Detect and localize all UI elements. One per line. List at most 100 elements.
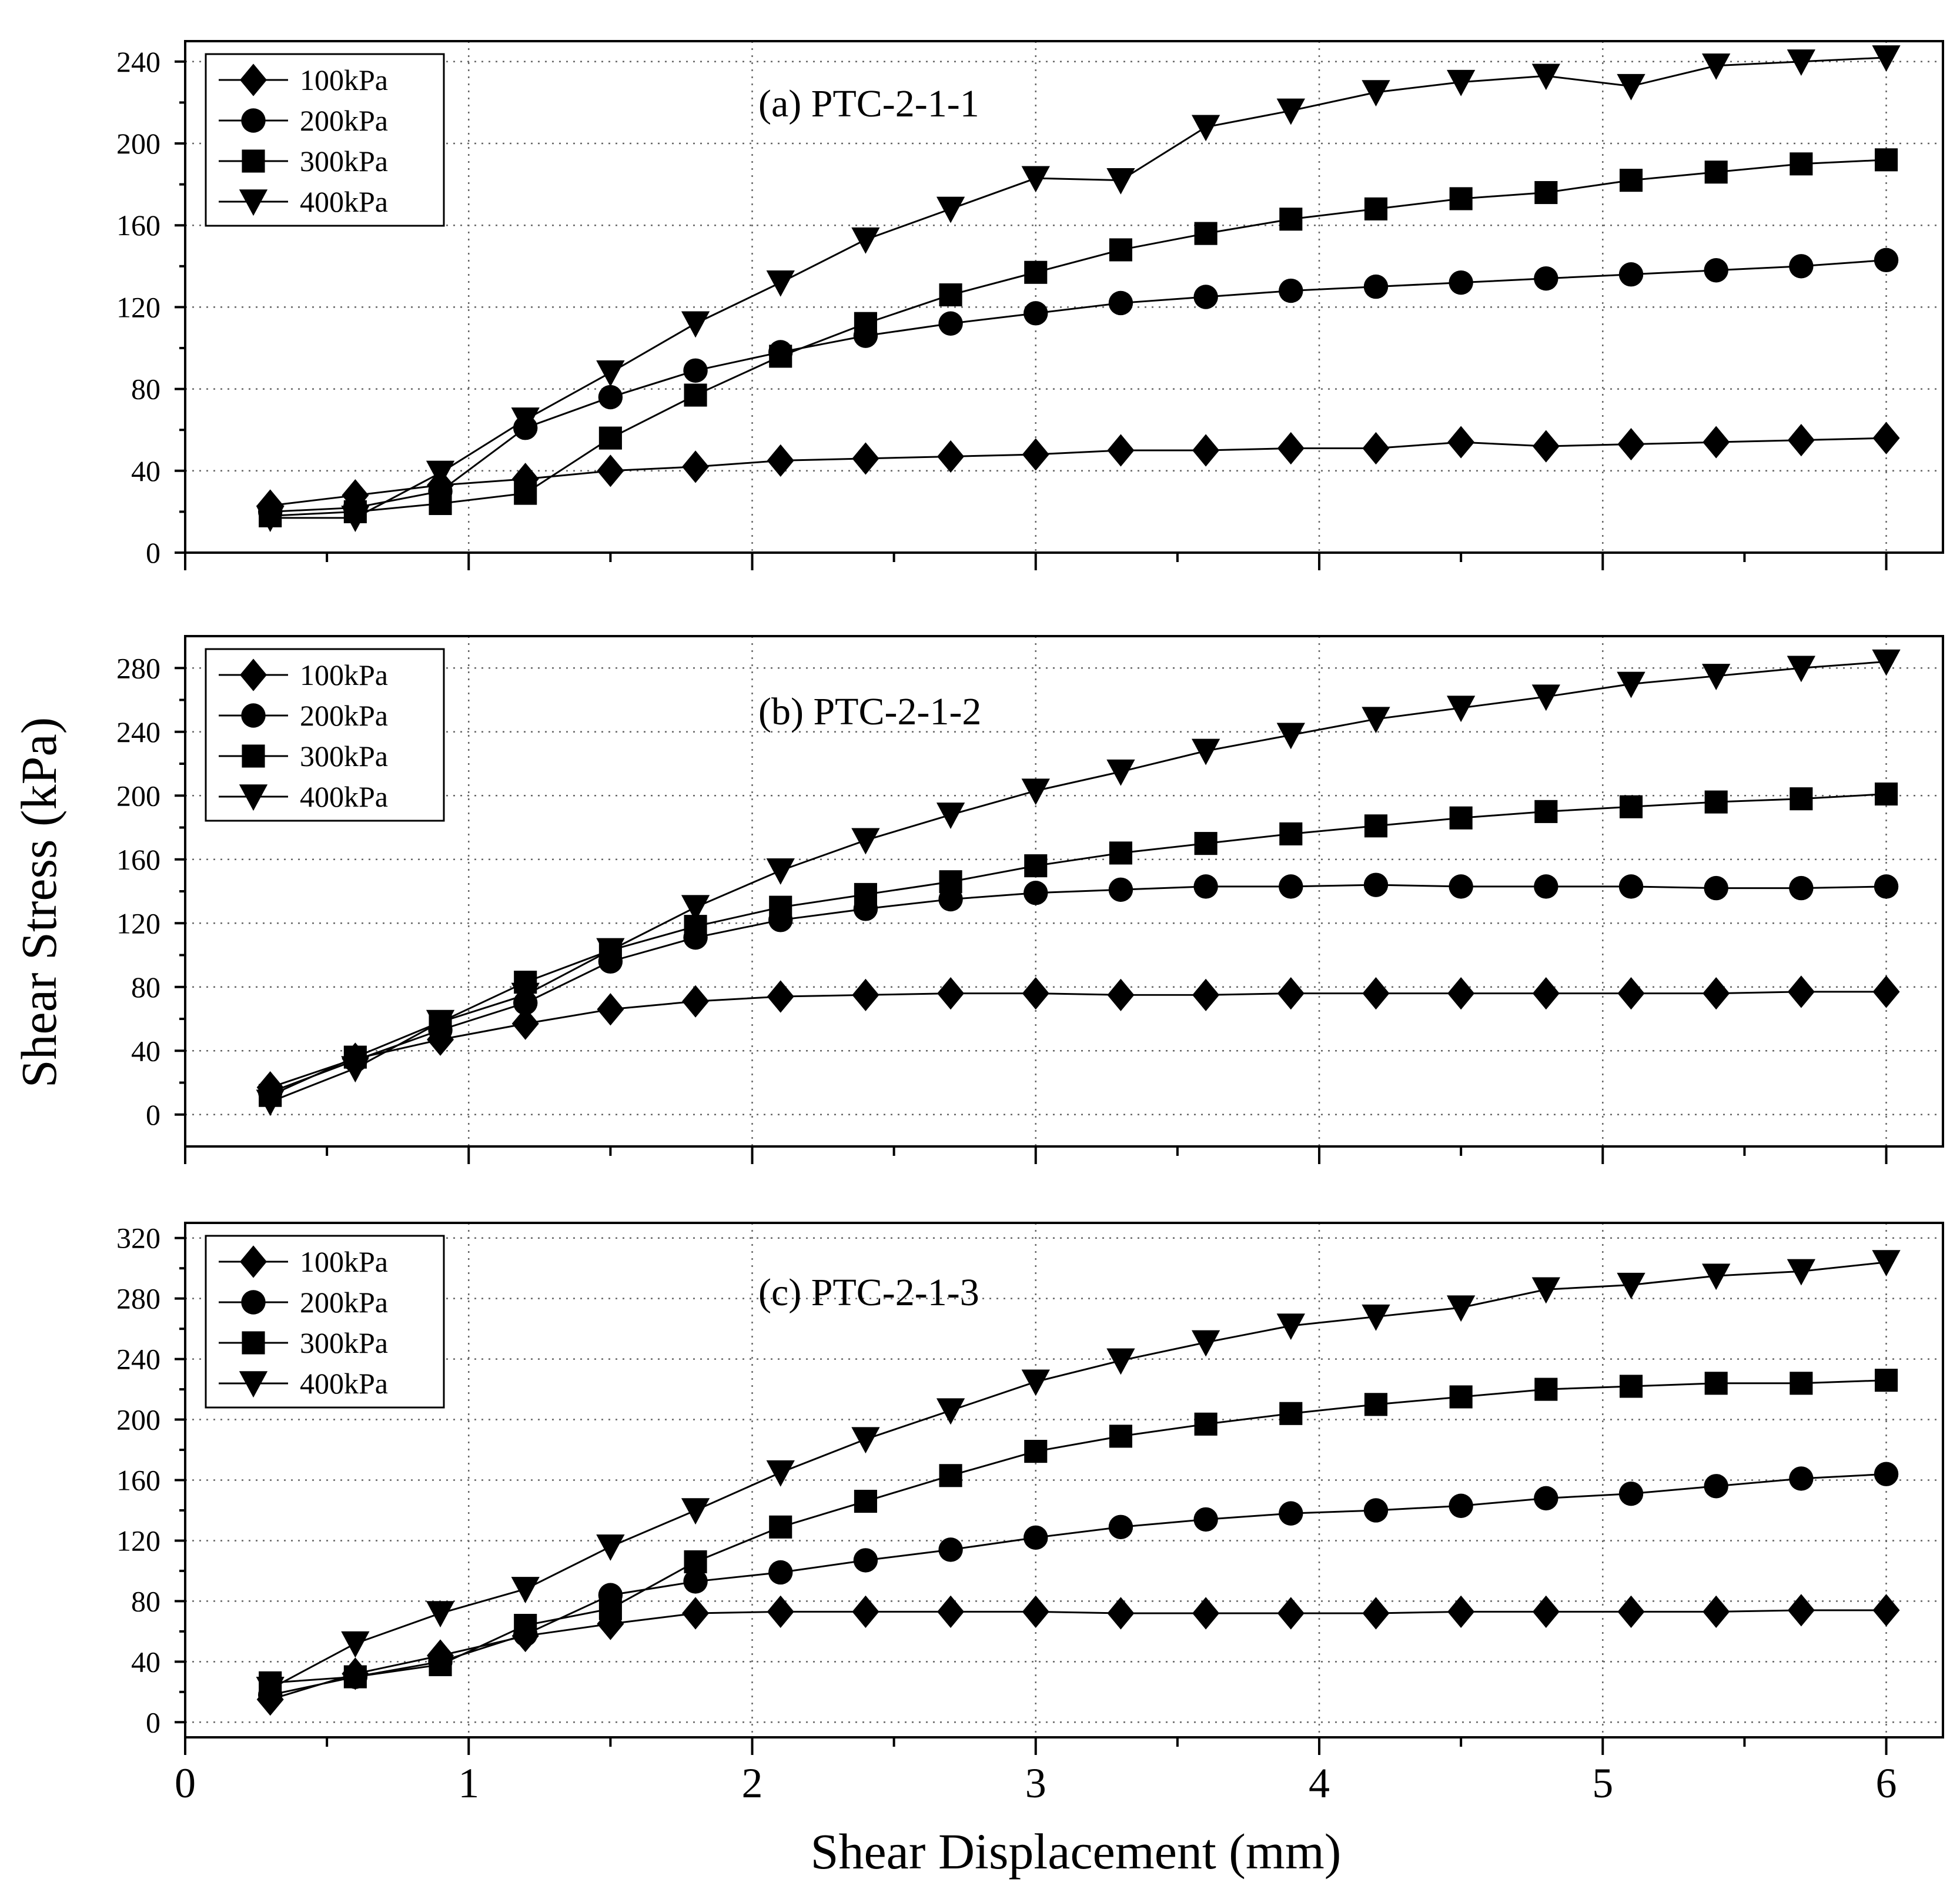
data-point-triangle-down <box>1447 69 1476 96</box>
panel-title: (c) PTC-2-1-3 <box>758 1271 979 1314</box>
data-point-square <box>1364 1393 1388 1416</box>
data-point-diamond <box>1362 432 1390 465</box>
series-300kPa <box>259 148 1898 527</box>
data-point-circle <box>1363 1498 1389 1523</box>
data-point-triangle-down <box>1362 80 1390 107</box>
data-point-triangle-down <box>1872 649 1901 676</box>
data-point-circle <box>768 1560 793 1585</box>
data-point-square <box>769 1515 792 1539</box>
data-point-square <box>854 312 877 335</box>
data-point-square <box>1279 1402 1303 1425</box>
legend-label: 400kPa <box>300 780 388 813</box>
series-100kPa <box>256 975 1900 1104</box>
data-point-triangle-down <box>1531 1277 1560 1304</box>
data-point-diamond <box>1703 1595 1730 1628</box>
x-axis-title: Shear Displacement (mm) <box>811 1823 1342 1880</box>
data-point-diamond <box>1192 978 1220 1011</box>
series-400kPa <box>256 649 1901 1116</box>
legend-marker-diamond <box>240 1245 267 1278</box>
data-point-diamond <box>1532 430 1560 463</box>
gridlines <box>185 41 1943 554</box>
data-point-square <box>1449 1385 1473 1409</box>
data-point-square <box>1790 1372 1813 1395</box>
data-point-square <box>1874 1369 1898 1392</box>
data-point-square <box>769 345 792 368</box>
data-point-circle <box>1193 285 1218 309</box>
data-point-triangle-down <box>681 1498 710 1525</box>
data-point-triangle-down <box>1447 696 1476 723</box>
y-tick-label: 0 <box>146 1706 160 1738</box>
y-tick-label: 200 <box>116 779 160 812</box>
data-point-triangle-down <box>936 803 965 829</box>
data-point-diamond <box>937 1595 965 1628</box>
data-point-square <box>514 1614 537 1637</box>
y-tick-label: 120 <box>116 907 160 940</box>
y-tick-label: 200 <box>116 1403 160 1436</box>
data-point-square <box>1279 208 1303 231</box>
data-point-triangle-down <box>1617 1272 1645 1299</box>
data-point-triangle-down <box>1362 1304 1390 1331</box>
data-point-diamond <box>1362 977 1390 1010</box>
data-point-square <box>1024 1440 1048 1463</box>
data-point-triangle-down <box>1531 63 1560 91</box>
gridlines <box>185 1223 1943 1737</box>
data-point-triangle-down <box>1191 115 1220 142</box>
data-point-circle <box>1534 1486 1558 1511</box>
data-point-triangle-down <box>766 1460 795 1487</box>
data-point-circle <box>598 385 623 410</box>
data-point-square <box>1024 854 1048 878</box>
series-line <box>270 159 1887 517</box>
data-point-triangle-down <box>851 227 880 254</box>
data-point-square <box>1790 152 1813 176</box>
series-line <box>270 793 1887 1096</box>
data-point-diamond <box>1022 1595 1049 1628</box>
data-point-triangle-down <box>341 506 370 532</box>
legend: 100kPa 200kPa 300kPa 400kPa <box>205 53 445 227</box>
data-point-triangle-down <box>1191 1330 1220 1357</box>
series-line <box>270 437 1887 507</box>
data-point-triangle-down <box>936 1398 965 1425</box>
data-point-square <box>1874 782 1898 806</box>
data-point-circle <box>1874 248 1899 273</box>
data-point-diamond <box>937 440 965 473</box>
data-point-square <box>429 492 452 516</box>
y-tick-label: 40 <box>131 454 160 487</box>
legend-marker-diamond <box>240 658 267 691</box>
data-point-diamond <box>1703 426 1730 459</box>
data-point-square <box>1790 787 1813 811</box>
data-point-diamond <box>1277 432 1305 465</box>
series-line <box>269 1261 1887 1690</box>
data-point-circle <box>1874 1462 1899 1486</box>
legend-label: 100kPa <box>300 1245 388 1278</box>
legend-label: 300kPa <box>300 1326 388 1359</box>
data-point-triangle-down <box>1531 684 1560 711</box>
series-line <box>270 660 1887 1103</box>
data-point-square <box>514 482 537 505</box>
data-point-circle <box>1193 1507 1218 1532</box>
series-300kPa <box>259 782 1898 1107</box>
data-point-circle <box>1108 290 1133 316</box>
data-point-diamond <box>1787 975 1815 1008</box>
data-point-square <box>684 1550 707 1574</box>
data-point-triangle-down <box>596 360 625 387</box>
data-point-triangle-down <box>1106 168 1135 195</box>
data-point-diamond <box>1617 977 1645 1010</box>
data-point-diamond <box>1617 427 1645 461</box>
data-point-square <box>939 870 962 894</box>
data-point-square <box>684 383 707 407</box>
data-point-triangle-down <box>1702 664 1731 690</box>
legend-label: 300kPa <box>300 740 388 773</box>
data-point-diamond <box>767 980 794 1013</box>
data-point-diamond <box>597 993 624 1026</box>
panel-title: (b) PTC-2-1-2 <box>758 690 981 733</box>
data-point-diamond <box>1192 434 1220 467</box>
data-point-triangle-down <box>1447 1295 1476 1322</box>
y-tick-label: 280 <box>116 651 160 684</box>
data-point-triangle-down <box>851 1427 880 1454</box>
y-tick-label: 280 <box>116 1282 160 1315</box>
x-tick-label: 1 <box>458 1760 479 1807</box>
data-point-circle <box>1704 875 1728 901</box>
data-point-triangle-down <box>1702 1263 1731 1290</box>
data-point-triangle-down <box>1617 671 1645 698</box>
data-point-triangle-down <box>851 828 880 855</box>
